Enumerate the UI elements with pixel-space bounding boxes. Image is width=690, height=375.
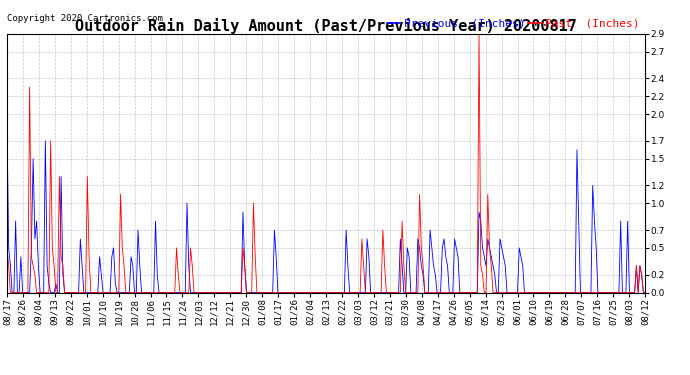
Legend: Previous  (Inches), Past  (Inches): Previous (Inches), Past (Inches) bbox=[387, 19, 640, 28]
Title: Outdoor Rain Daily Amount (Past/Previous Year) 20200817: Outdoor Rain Daily Amount (Past/Previous… bbox=[75, 18, 577, 34]
Text: Copyright 2020 Cartronics.com: Copyright 2020 Cartronics.com bbox=[7, 14, 163, 23]
